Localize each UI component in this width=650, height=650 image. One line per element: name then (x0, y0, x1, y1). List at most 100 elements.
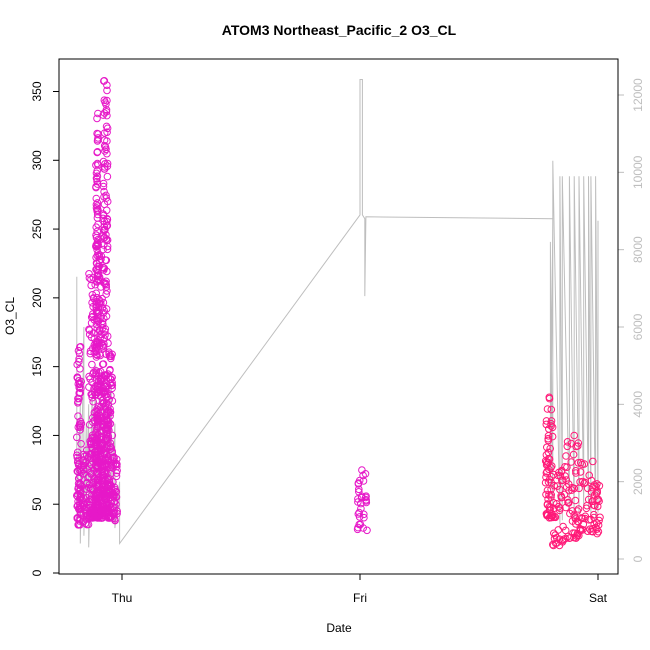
data-point (108, 384, 116, 393)
data-point (105, 418, 113, 427)
y-tick-label: 250 (30, 219, 44, 239)
data-point (79, 465, 88, 474)
data-point (542, 451, 551, 459)
data-point (360, 513, 368, 522)
data-point (99, 264, 108, 272)
data-point (75, 380, 84, 389)
data-point (113, 507, 121, 516)
y2-tick-label: 8000 (631, 236, 645, 263)
data-point (109, 514, 117, 522)
data-point (100, 77, 108, 85)
data-point (547, 405, 556, 414)
data-point (111, 516, 119, 525)
data-point (107, 391, 115, 400)
data-point (100, 467, 108, 476)
data-point (103, 245, 112, 254)
data-point (95, 273, 104, 281)
data-point (99, 298, 108, 307)
data-point (593, 480, 601, 488)
data-point (574, 505, 583, 513)
data-point (562, 503, 570, 512)
data-point (593, 525, 601, 533)
y2-tick-label: 6000 (631, 313, 645, 340)
data-point (544, 436, 553, 445)
y2-tick-label: 0 (631, 555, 645, 562)
y-tick-label: 50 (30, 497, 44, 511)
data-point (99, 179, 108, 188)
data-point (578, 460, 587, 469)
data-point (92, 391, 100, 399)
data-point (545, 465, 553, 474)
data-point (74, 397, 82, 406)
data-point (572, 532, 581, 540)
data-point (569, 450, 578, 459)
data-point (112, 472, 121, 481)
data-point (554, 502, 563, 511)
data-point (359, 471, 367, 480)
data-point (544, 454, 553, 463)
data-point (85, 326, 94, 335)
data-point (103, 287, 111, 295)
data-point (106, 439, 114, 447)
data-point (75, 389, 83, 397)
data-point (77, 482, 86, 491)
data-point (542, 473, 550, 482)
data-point (99, 360, 108, 368)
data-point (84, 462, 93, 470)
data-point (100, 314, 108, 323)
data-point (100, 388, 109, 396)
data-point (570, 431, 579, 440)
data-point (107, 444, 115, 452)
data-point (572, 467, 580, 475)
data-point (546, 444, 555, 453)
data-point (75, 466, 83, 474)
data-point (549, 499, 558, 507)
data-point (85, 473, 93, 481)
data-point (106, 405, 114, 413)
data-point (93, 172, 102, 180)
data-point (577, 525, 585, 534)
data-point (576, 468, 585, 476)
data-point (92, 200, 101, 209)
data-point (92, 231, 100, 239)
data-point (94, 134, 102, 142)
data-point (102, 145, 110, 154)
data-point (570, 511, 579, 519)
data-point (87, 440, 96, 449)
data-point (93, 428, 101, 437)
data-point (543, 486, 552, 495)
data-point (77, 440, 85, 448)
data-point (541, 478, 550, 487)
data-point (109, 460, 117, 469)
data-point (75, 383, 84, 392)
data-point (100, 306, 108, 315)
data-point (544, 432, 553, 440)
data-point (544, 495, 552, 503)
x-axis-label: Date (326, 621, 352, 635)
data-point (103, 86, 111, 95)
data-point (100, 340, 108, 348)
data-point (100, 334, 109, 343)
data-point (576, 525, 585, 533)
data-point (105, 426, 113, 435)
data-point (545, 491, 553, 499)
data-point (550, 512, 559, 521)
data-point (99, 234, 107, 242)
data-point (564, 532, 572, 541)
y-tick-label: 150 (30, 356, 44, 376)
data-point (106, 365, 114, 374)
data-point (564, 496, 572, 504)
data-point (85, 420, 94, 429)
data-point (100, 200, 109, 209)
data-point (93, 206, 101, 214)
data-point (109, 478, 117, 486)
data-point (103, 96, 111, 105)
data-point (576, 458, 585, 467)
data-point (79, 456, 87, 464)
data-point (574, 439, 583, 447)
data-point (93, 227, 101, 236)
data-point (559, 522, 567, 531)
data-point (561, 472, 569, 480)
data-point (93, 114, 101, 123)
data-point (104, 339, 112, 348)
